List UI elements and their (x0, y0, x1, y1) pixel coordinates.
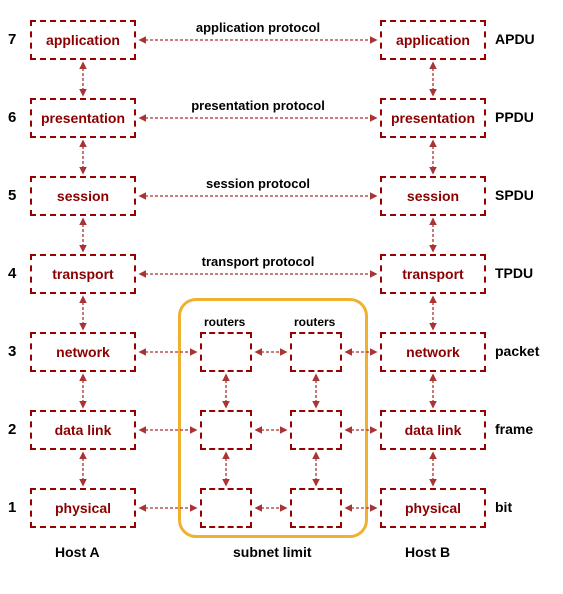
hostb-session: session (380, 176, 486, 216)
routers-label-2: routers (294, 315, 335, 329)
layer-number-2: 2 (8, 421, 16, 438)
host-b-label: Host B (405, 544, 450, 560)
hosta-presentation: presentation (30, 98, 136, 138)
pdu-spdu: SPDU (495, 187, 534, 203)
hostb-network: network (380, 332, 486, 372)
pdu-tpdu: TPDU (495, 265, 533, 281)
host-a-label: Host A (55, 544, 100, 560)
layer-number-6: 6 (8, 109, 16, 126)
router2-datalink (290, 410, 342, 450)
router1-network (200, 332, 252, 372)
hosta-session: session (30, 176, 136, 216)
router1-physical (200, 488, 252, 528)
hosta-physical: physical (30, 488, 136, 528)
protocol-session: session protocol (188, 176, 328, 191)
router1-datalink (200, 410, 252, 450)
protocol-application: application protocol (188, 20, 328, 35)
layer-number-1: 1 (8, 499, 16, 516)
routers-label-1: routers (204, 315, 245, 329)
protocol-presentation: presentation protocol (188, 98, 328, 113)
hosta-transport: transport (30, 254, 136, 294)
osi-diagram: 7 6 5 4 3 2 1 application presentation s… (0, 0, 563, 594)
hosta-application: application (30, 20, 136, 60)
hostb-physical: physical (380, 488, 486, 528)
pdu-apdu: APDU (495, 31, 535, 47)
pdu-bit: bit (495, 499, 512, 515)
pdu-ppdu: PPDU (495, 109, 534, 125)
protocol-transport: transport protocol (188, 254, 328, 269)
layer-number-5: 5 (8, 187, 16, 204)
layer-number-3: 3 (8, 343, 16, 360)
hostb-presentation: presentation (380, 98, 486, 138)
pdu-packet: packet (495, 343, 539, 359)
layer-number-7: 7 (8, 31, 16, 48)
router2-physical (290, 488, 342, 528)
hostb-datalink: data link (380, 410, 486, 450)
hostb-transport: transport (380, 254, 486, 294)
hosta-network: network (30, 332, 136, 372)
hostb-application: application (380, 20, 486, 60)
router2-network (290, 332, 342, 372)
pdu-frame: frame (495, 421, 533, 437)
hosta-datalink: data link (30, 410, 136, 450)
subnet-label: subnet limit (233, 544, 312, 560)
layer-number-4: 4 (8, 265, 16, 282)
